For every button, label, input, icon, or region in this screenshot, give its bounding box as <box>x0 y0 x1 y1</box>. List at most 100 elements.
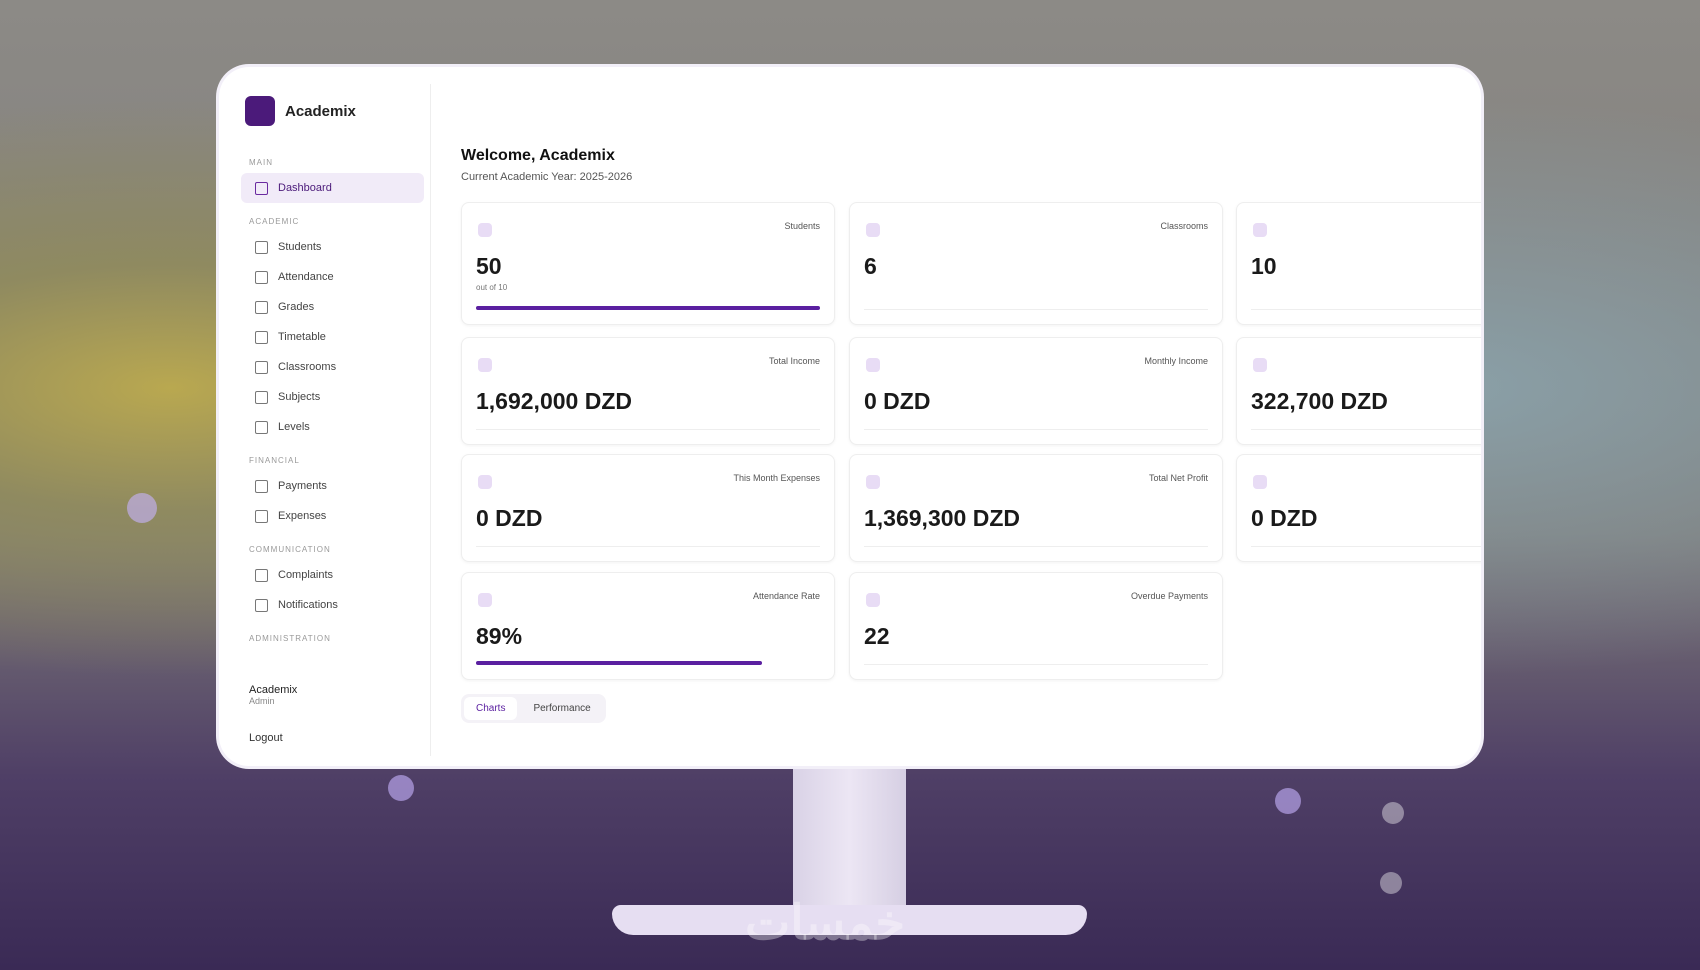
welcome-title: Welcome, Academix <box>461 147 615 164</box>
card-icon <box>478 358 492 372</box>
nav-icon <box>255 479 268 493</box>
nav-label: Levels <box>278 421 310 433</box>
monitor-screen: Academix MAIN Dashboard ACADEMIC Students At… <box>219 67 1481 766</box>
card-value: 6 <box>864 253 877 279</box>
stat-card: 0 DZD <box>1236 454 1481 562</box>
card-value: 1,692,000 DZD <box>476 388 632 414</box>
stat-card: Monthly Income 0 DZD <box>849 337 1223 445</box>
nav-label: Classrooms <box>278 361 337 373</box>
bokeh <box>1382 802 1404 824</box>
user-name: Academix <box>249 684 298 696</box>
card-value: 322,700 DZD <box>1251 388 1388 414</box>
card-value: 22 <box>864 623 890 649</box>
stat-card: Attendance Rate 89% <box>461 572 835 680</box>
nav-icon <box>255 240 268 254</box>
monitor-stand <box>793 766 906 911</box>
nav-icon <box>255 420 268 434</box>
divider <box>476 546 820 547</box>
bokeh <box>388 775 414 801</box>
card-label: Total Income <box>768 356 820 366</box>
divider <box>864 429 1208 430</box>
bokeh <box>127 493 157 523</box>
nav-icon <box>255 509 268 523</box>
user: Academix Admin <box>249 684 297 706</box>
card-label: Students <box>784 221 820 231</box>
logo <box>245 96 275 126</box>
stat-card: This Month Expenses 0 DZD <box>461 454 835 562</box>
section-label: ADMINISTRATION <box>249 634 331 643</box>
divider <box>1251 429 1481 430</box>
divider <box>1251 309 1481 310</box>
card-icon <box>1253 223 1267 237</box>
stat-card: Classrooms 6 <box>849 202 1223 325</box>
nav-label: Payments <box>278 480 327 492</box>
nav-icon <box>255 270 268 284</box>
card-icon <box>478 223 492 237</box>
divider <box>864 664 1208 665</box>
nav-item[interactable]: Expenses <box>241 501 424 531</box>
sidebar: Academix MAIN Dashboard ACADEMIC Students At… <box>235 84 431 756</box>
tab[interactable]: Performance <box>533 703 591 714</box>
nav-label: Attendance <box>278 271 334 283</box>
stat-card: Total Income 1,692,000 DZD <box>461 337 835 445</box>
tabs: Charts Performance <box>461 694 606 723</box>
academic-year: Current Academic Year: 2025-2026 <box>461 171 633 183</box>
card-label: Classrooms <box>1160 221 1208 231</box>
card-icon <box>1253 358 1267 372</box>
progress-bar <box>476 661 762 665</box>
nav-item[interactable]: Timetable <box>241 322 424 352</box>
nav-label: Subjects <box>278 391 321 403</box>
nav-label: Complaints <box>278 569 334 581</box>
nav-item[interactable]: Classrooms <box>241 352 424 382</box>
card-value: 0 DZD <box>476 505 543 531</box>
card-label: Monthly Income <box>1144 356 1208 366</box>
card-icon <box>866 593 880 607</box>
logout[interactable]: Logout <box>249 732 283 744</box>
nav-label: Grades <box>278 301 315 313</box>
divider <box>864 546 1208 547</box>
nav-icon <box>255 181 268 195</box>
nav-item[interactable]: Grades <box>241 292 424 322</box>
section-label: ACADEMIC <box>249 217 300 226</box>
nav-item[interactable]: Notifications <box>241 590 424 620</box>
nav-label: Notifications <box>278 599 338 611</box>
nav-item[interactable]: Subjects <box>241 382 424 412</box>
nav-item[interactable]: Dashboard <box>241 173 424 203</box>
nav-icon <box>255 300 268 314</box>
nav-icon <box>255 390 268 404</box>
bokeh <box>1275 788 1301 814</box>
nav-item[interactable]: Payments <box>241 471 424 501</box>
card-value: 50 <box>476 253 502 279</box>
divider <box>864 309 1208 310</box>
stat-card: 10 <box>1236 202 1481 325</box>
card-icon <box>866 475 880 489</box>
nav-item[interactable]: Complaints <box>241 560 424 590</box>
stat-card: 322,700 DZD <box>1236 337 1481 445</box>
nav-item[interactable]: Students <box>241 232 424 262</box>
card-value: 10 <box>1251 253 1277 279</box>
stat-card: Total Net Profit 1,369,300 DZD <box>849 454 1223 562</box>
brand-name: Academix <box>285 102 356 120</box>
card-value: 0 DZD <box>864 388 931 414</box>
card-icon <box>478 593 492 607</box>
user-role: Admin <box>249 696 275 706</box>
tab[interactable]: Charts <box>464 697 518 720</box>
progress-bar <box>476 306 820 310</box>
nav-item[interactable]: Levels <box>241 412 424 442</box>
monitor-base <box>612 905 1087 935</box>
card-note: out of 10 <box>476 283 508 292</box>
divider <box>476 429 820 430</box>
nav-item[interactable]: Attendance <box>241 262 424 292</box>
stat-card: Students 50 out of 10 <box>461 202 835 325</box>
nav-icon <box>255 330 268 344</box>
card-label: This Month Expenses <box>733 473 820 483</box>
card-icon <box>866 223 880 237</box>
card-value: 1,369,300 DZD <box>864 505 1020 531</box>
nav-icon <box>255 568 268 582</box>
section-label: MAIN <box>249 158 273 167</box>
card-icon <box>1253 475 1267 489</box>
brand: Academix <box>245 96 356 126</box>
nav-icon <box>255 360 268 374</box>
card-icon <box>866 358 880 372</box>
